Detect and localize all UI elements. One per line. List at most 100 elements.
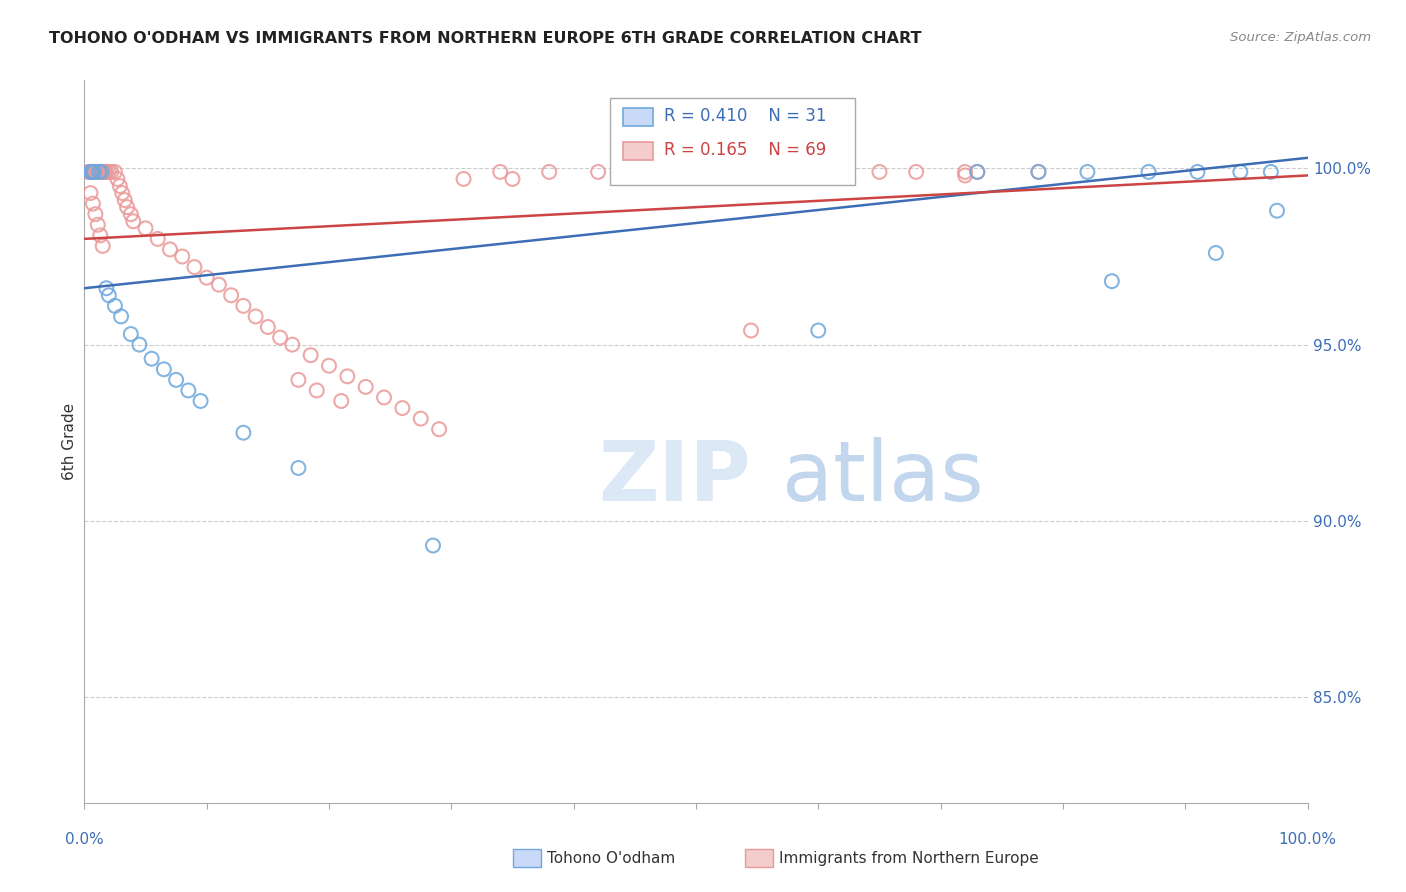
Text: atlas: atlas — [782, 437, 983, 518]
Point — [1076, 165, 1098, 179]
Point — [422, 539, 444, 553]
Point — [318, 359, 340, 373]
Point — [409, 411, 432, 425]
Point — [1101, 274, 1123, 288]
Point — [100, 165, 122, 179]
Point — [84, 207, 107, 221]
Point — [79, 165, 101, 179]
Point — [83, 165, 105, 179]
Point — [1205, 246, 1227, 260]
Point — [159, 243, 181, 257]
Point — [807, 324, 830, 338]
Point — [831, 165, 853, 179]
Point — [77, 165, 100, 179]
Text: Source: ZipAtlas.com: Source: ZipAtlas.com — [1230, 31, 1371, 45]
Point — [96, 165, 118, 179]
Point — [89, 228, 111, 243]
Point — [87, 165, 110, 179]
Point — [82, 165, 104, 179]
Point — [83, 165, 105, 179]
Point — [905, 165, 928, 179]
Point — [661, 165, 683, 179]
Point — [305, 384, 328, 398]
Point — [108, 179, 131, 194]
Point — [82, 165, 104, 179]
Point — [869, 165, 891, 179]
Point — [232, 299, 254, 313]
Point — [90, 165, 112, 179]
Point — [232, 425, 254, 440]
Point — [97, 288, 120, 302]
Point — [1028, 165, 1050, 179]
Point — [354, 380, 377, 394]
Point — [96, 281, 118, 295]
Point — [93, 165, 115, 179]
Point — [269, 330, 291, 344]
Point — [79, 165, 101, 179]
FancyBboxPatch shape — [623, 142, 654, 160]
Point — [219, 288, 242, 302]
Point — [94, 165, 117, 179]
Point — [453, 172, 475, 186]
Point — [538, 165, 561, 179]
Point — [120, 207, 142, 221]
Point — [90, 165, 112, 179]
Point — [953, 165, 976, 179]
Point — [105, 172, 128, 186]
Point — [1187, 165, 1209, 179]
Point — [299, 348, 322, 362]
Point — [489, 165, 512, 179]
Point — [91, 239, 114, 253]
Point — [336, 369, 359, 384]
Text: Immigrants from Northern Europe: Immigrants from Northern Europe — [779, 851, 1039, 865]
Text: R = 0.410    N = 31: R = 0.410 N = 31 — [664, 107, 827, 126]
Point — [89, 165, 111, 179]
Point — [195, 270, 218, 285]
Point — [1265, 203, 1288, 218]
Point — [110, 310, 132, 324]
Point — [153, 362, 176, 376]
Point — [84, 165, 107, 179]
Point — [111, 186, 134, 200]
Point — [245, 310, 267, 324]
Point — [427, 422, 450, 436]
Point — [165, 373, 187, 387]
Text: 100.0%: 100.0% — [1278, 831, 1337, 847]
Point — [87, 165, 110, 179]
Point — [82, 196, 104, 211]
Point — [373, 391, 395, 405]
FancyBboxPatch shape — [623, 108, 654, 126]
Point — [709, 165, 731, 179]
Point — [104, 299, 127, 313]
Point — [146, 232, 169, 246]
Point — [953, 169, 976, 183]
Point — [80, 165, 103, 179]
Point — [287, 373, 309, 387]
Point — [281, 337, 304, 351]
Point — [330, 394, 353, 409]
Point — [91, 165, 114, 179]
Text: TOHONO O'ODHAM VS IMMIGRANTS FROM NORTHERN EUROPE 6TH GRADE CORRELATION CHART: TOHONO O'ODHAM VS IMMIGRANTS FROM NORTHE… — [49, 31, 922, 46]
Point — [1028, 165, 1050, 179]
Text: 0.0%: 0.0% — [65, 831, 104, 847]
Point — [208, 277, 231, 292]
Point — [586, 165, 609, 179]
Text: ZIP: ZIP — [598, 437, 751, 518]
Point — [177, 384, 200, 398]
Point — [79, 186, 101, 200]
Text: R = 0.165    N = 69: R = 0.165 N = 69 — [664, 141, 827, 160]
Point — [1260, 165, 1282, 179]
Point — [86, 165, 108, 179]
Point — [190, 394, 212, 409]
Y-axis label: 6th Grade: 6th Grade — [62, 403, 77, 480]
Point — [104, 165, 127, 179]
Point — [128, 337, 150, 351]
Point — [391, 401, 413, 415]
Point — [1137, 165, 1160, 179]
Point — [120, 326, 142, 341]
Point — [97, 165, 120, 179]
Point — [114, 193, 136, 207]
Text: Tohono O'odham: Tohono O'odham — [547, 851, 675, 865]
Point — [183, 260, 205, 274]
Point — [141, 351, 163, 366]
